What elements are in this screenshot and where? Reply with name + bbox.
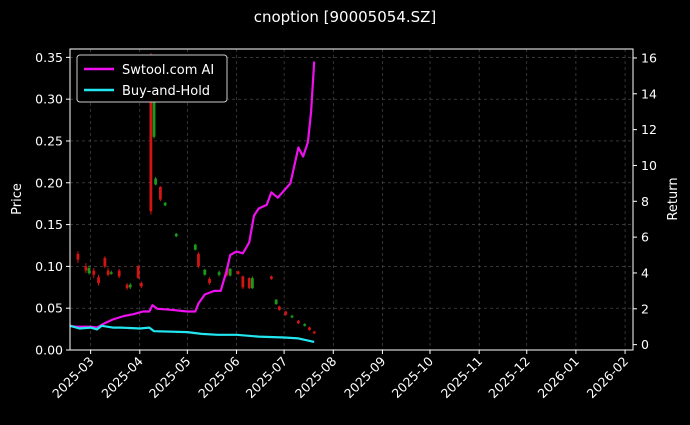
x-tick-label: 2025-09 [341,353,389,401]
grid [70,49,633,351]
x-tick-label: 2025-11 [438,354,486,402]
y-tick-label-right: 0 [641,337,649,352]
legend: Swtool.com AI Buy-and-Hold [76,54,228,103]
candle-body [154,178,158,185]
candle-body [117,270,121,277]
y-tick-label-left: 0.35 [35,50,63,65]
y-tick-label-right: 8 [641,194,649,209]
y-axis-label-left: Price [10,183,25,215]
candle-body [241,276,245,288]
candle-body [236,271,240,274]
y-tick-label-left: 0.05 [35,301,63,316]
legend-label-strategy: Swtool.com AI [122,63,214,78]
legend-box [76,54,228,103]
candle-body [277,306,281,310]
x-tick-label: 2025-06 [195,353,243,401]
y-tick-label-left: 0.15 [35,217,63,232]
y-tick-label-left: 0.00 [35,343,63,358]
candle-body [203,269,207,275]
candle-body [284,311,288,315]
return-lines [69,61,316,343]
candle-body [250,278,254,289]
candle-body [109,272,113,274]
x-tick-label: 2025-12 [485,354,533,402]
y-tick-label-right: 16 [641,50,657,65]
right-axis: 0 2 4 6 8 10 12 14 16 [633,50,657,352]
candle-body [312,331,316,334]
candle-body [158,186,162,200]
strategy-return-line [69,61,316,329]
candle-body [303,324,307,326]
y-tick-label-left: 0.10 [35,259,63,274]
left-axis: 0.00 0.05 0.10 0.15 0.20 0.25 0.30 0.35 [35,50,70,358]
candle-body [87,268,91,274]
candle-body [247,278,251,289]
candle-body [76,253,80,260]
y-tick-label-right: 10 [641,158,657,173]
candle-body [152,99,156,137]
candle-body [125,284,129,289]
candle-body [217,272,221,275]
candle-body [128,284,132,288]
candle-body [136,266,140,279]
candle-body [149,57,153,212]
x-tick-label: 2026-02 [584,354,632,402]
x-axis: 2025-03 2025-04 2025-05 2025-06 2025-07 2025-… [49,350,631,401]
x-tick-label: 2025-07 [243,354,291,402]
y-tick-label-left: 0.30 [35,92,63,107]
candle-body [274,299,278,305]
y-tick-label-right: 6 [641,230,649,245]
x-tick-label: 2026-01 [534,354,582,402]
candle-body [92,270,96,275]
candle-body [290,315,294,318]
candle-body [270,276,273,279]
candle-body [197,253,200,267]
y-tick-label-left: 0.20 [35,175,63,190]
y-tick-label-right: 2 [641,301,649,316]
x-tick-label: 2025-08 [292,353,340,401]
chart-title: cnoption [90005054.SZ] [254,8,437,26]
candle-body [163,202,167,206]
benchmark-return-line [69,324,315,343]
y-tick-label-right: 12 [641,122,657,137]
legend-label-benchmark: Buy-and-Hold [122,84,210,99]
x-tick-label: 2025-10 [389,353,437,401]
candle-body [84,266,88,271]
candle-body [106,270,110,275]
y-axis-label-right: Return [666,177,681,220]
x-tick-label: 2025-05 [146,354,194,402]
candle-body [97,277,100,284]
candle-body [193,244,197,250]
candle-body [208,278,211,284]
candle-body [228,268,232,276]
candle-body [308,327,311,330]
candlesticks [76,53,316,335]
candle-body [139,283,143,287]
candle-body [103,258,107,267]
y-tick-label-right: 14 [641,86,657,101]
candle-body [174,233,178,237]
x-tick-label: 2025-03 [49,354,97,402]
x-tick-label: 2025-04 [98,353,146,401]
plot-frame [69,48,634,351]
y-tick-label-right: 4 [641,265,649,280]
candle-body [296,320,300,324]
y-tick-label-left: 0.25 [35,133,63,148]
